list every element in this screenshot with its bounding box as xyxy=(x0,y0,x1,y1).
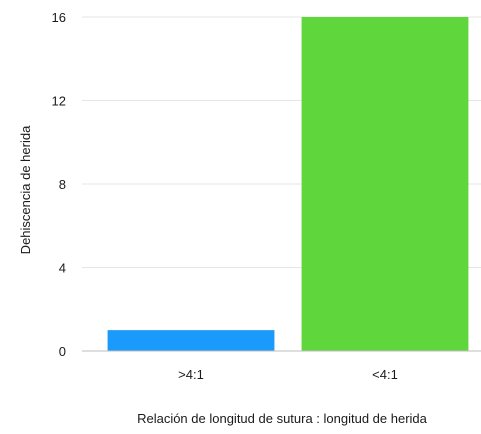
y-tick-label: 8 xyxy=(59,177,66,192)
x-tick-label: >4:1 xyxy=(178,367,204,382)
y-tick-label: 0 xyxy=(59,344,66,359)
y-axis-title: Dehiscencia de herida xyxy=(18,125,33,254)
x-axis-title: Relación de longitud de sutura : longitu… xyxy=(137,411,428,426)
y-tick-labels: 0 4 8 12 16 xyxy=(52,10,66,359)
bar-1 xyxy=(107,330,275,351)
x-tick-labels: >4:1 <4:1 xyxy=(178,367,398,382)
x-tick-label: <4:1 xyxy=(372,367,398,382)
bars xyxy=(107,17,469,351)
y-tick-label: 4 xyxy=(59,261,66,276)
y-tick-label: 12 xyxy=(52,94,66,109)
bar-2 xyxy=(301,17,469,351)
y-tick-label: 16 xyxy=(52,10,66,25)
